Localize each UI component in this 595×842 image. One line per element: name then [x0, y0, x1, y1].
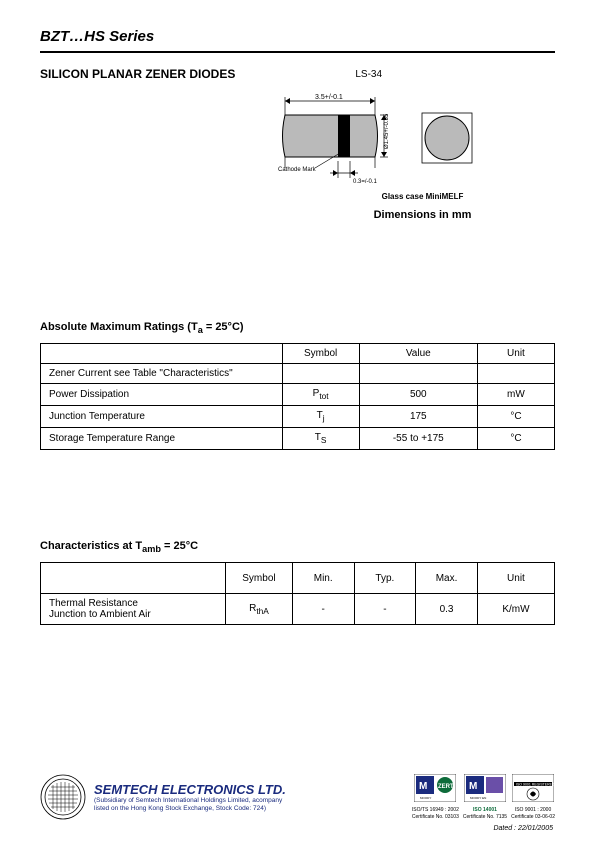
company-name: SEMTECH ELECTRONICS LTD. — [94, 782, 286, 797]
length-label: 3.5+/-0.1 — [315, 94, 343, 101]
dated-label: Dated : 22/01/2005 — [493, 825, 553, 832]
svg-text:MOODY EN: MOODY EN — [470, 796, 486, 800]
cert-badge-2: M MOODY EN — [464, 774, 506, 802]
cert2-line1: ISO 14001 — [463, 808, 507, 814]
divider — [40, 51, 555, 53]
characteristics-table: Symbol Min. Typ. Max. Unit Thermal Resis… — [40, 562, 555, 625]
svg-text:M: M — [419, 781, 427, 792]
svg-text:MOODY: MOODY — [420, 796, 431, 800]
cert3-line2: Certificate 03-06-02 — [511, 815, 555, 821]
table-header-row: Symbol Min. Typ. Max. Unit — [41, 563, 555, 594]
cert1-line2: Certificate No. 03103 — [412, 815, 459, 821]
svg-text:ISO 9001 REGISTERED: ISO 9001 REGISTERED — [516, 783, 554, 787]
svg-text:ZERT: ZERT — [438, 784, 454, 790]
side-view-svg: 3.5+/-0.1 Ø1.45+/-0.35 Cathode Mark — [260, 93, 410, 188]
band-width-label: 0.3=/-0.1 — [353, 179, 378, 185]
table-header-row: Symbol Value Unit — [41, 344, 555, 364]
cert3-line1: ISO 9001 : 2000 — [511, 808, 555, 814]
end-view-svg — [420, 111, 475, 166]
cert2-line2: Certificate No. 7135 — [463, 815, 507, 821]
table-row: Storage Temperature Range TS -55 to +175… — [41, 428, 555, 450]
table-row: Zener Current see Table "Characteristics… — [41, 364, 555, 384]
dim-caption: Dimensions in mm — [290, 209, 555, 221]
company-sub2: listed on the Hong Kong Stock Exchange, … — [94, 805, 286, 813]
cert-badge-1: M ZERT MOODY — [414, 774, 456, 802]
series-title: BZT…HS Series — [40, 28, 555, 45]
cathode-mark-label: Cathode Mark — [278, 167, 317, 173]
diameter-label: Ø1.45+/-0.35 — [384, 113, 390, 149]
abs-max-title: Absolute Maximum Ratings (Ta = 25°C) — [40, 321, 555, 335]
company-logo — [40, 774, 86, 820]
package-label: LS-34 — [355, 69, 382, 81]
glass-case-label: Glass case MiniMELF — [290, 192, 555, 201]
abs-max-table: Symbol Value Unit Zener Current see Tabl… — [40, 343, 555, 450]
table-row: Junction Temperature Tj 175 °C — [41, 406, 555, 428]
cert1-line1: ISO/TS 16949 : 2002 — [412, 808, 459, 814]
footer: SEMTECH ELECTRONICS LTD. (Subsidiary of … — [40, 774, 555, 820]
package-diagram: 3.5+/-0.1 Ø1.45+/-0.35 Cathode Mark — [260, 93, 555, 221]
table-row: Thermal Resistance Junction to Ambient A… — [41, 594, 555, 625]
cert-badges: M ZERT MOODY ISO/TS 16949 : 2002 Certifi… — [412, 774, 555, 820]
company-sub1: (Subsidiary of Semtech International Hol… — [94, 797, 286, 805]
product-title: SILICON PLANAR ZENER DIODES — [40, 67, 235, 81]
table-row: Power Dissipation Ptot 500 mW — [41, 384, 555, 406]
svg-text:M: M — [469, 781, 477, 792]
cert-badge-3: ISO 9001 REGISTERED — [512, 774, 554, 802]
characteristics-title: Characteristics at Tamb = 25°C — [40, 540, 555, 554]
